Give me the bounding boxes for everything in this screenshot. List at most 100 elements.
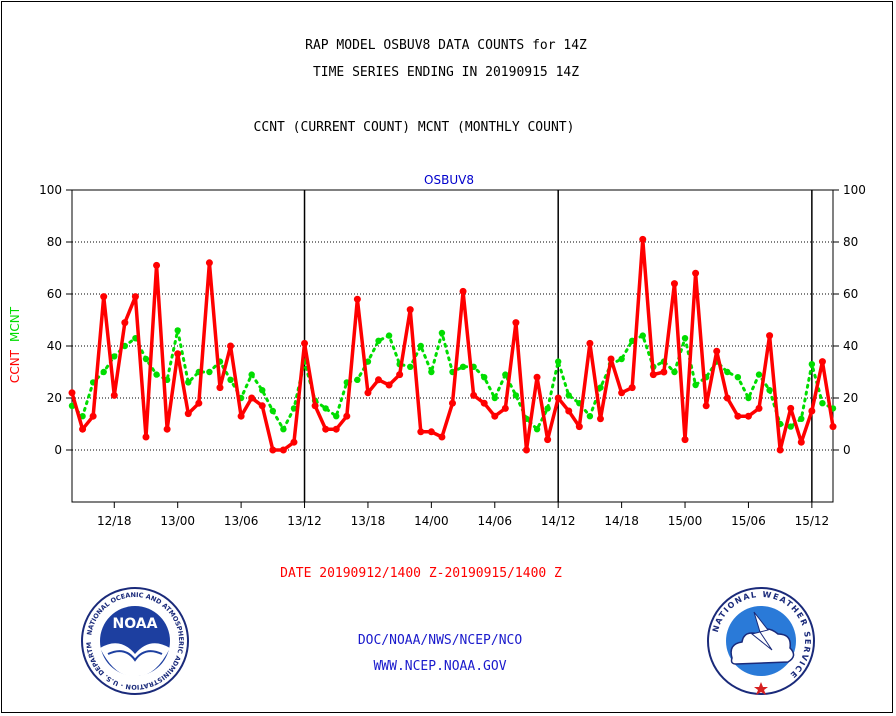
mcnt-point (290, 405, 298, 412)
x-tick-label: 15/06 (731, 514, 766, 528)
ccnt-point (649, 371, 657, 379)
mcnt-point (808, 361, 816, 368)
ccnt-point (660, 368, 668, 376)
ccnt-point (512, 319, 520, 327)
ccnt-point (343, 412, 351, 420)
ccnt-point (248, 394, 256, 402)
mcnt-point (787, 423, 794, 430)
url-text: WWW.NCEP.NOAA.GOV (373, 659, 507, 674)
ccnt-point (110, 391, 118, 399)
mcnt-point (354, 376, 361, 383)
mcnt-point (428, 368, 435, 376)
y-tick-label: 100 (843, 183, 866, 197)
mcnt-point (692, 381, 699, 389)
mcnt-point (544, 405, 551, 412)
ccnt-point (121, 319, 129, 327)
y-tick-label: 100 (39, 183, 62, 197)
y-axis-left: 0 20 40 60 80 100 (39, 183, 72, 457)
y-tick-label: 40 (843, 339, 858, 353)
mcnt-point (438, 329, 446, 337)
ccnt-point (68, 389, 76, 397)
ccnt-point (258, 402, 266, 410)
ccnt-point (385, 381, 393, 389)
mcnt-point (248, 371, 255, 378)
y-tick-label: 20 (47, 391, 62, 405)
org-text: DOC/NOAA/NWS/NCEP/NCO (357, 633, 523, 648)
chart-subtitle: CCNT (CURRENT COUNT) MCNT (MONTHLY COUNT… (253, 120, 575, 135)
ccnt-point (332, 425, 340, 433)
x-tick-label: 14/06 (477, 514, 512, 528)
ccnt-point (174, 350, 182, 358)
y-tick-label: 0 (54, 443, 62, 457)
y-tick-label: 20 (843, 391, 858, 405)
ccnt-point (79, 425, 87, 433)
noaa-logo: NATIONAL OCEANIC AND ATMOSPHERIC ADMINIS… (80, 586, 189, 695)
ccnt-point (628, 384, 636, 392)
mcnt-point (185, 379, 192, 386)
ccnt-point (237, 412, 245, 420)
ccnt-point (205, 259, 213, 267)
x-tick-label: 14/12 (541, 514, 576, 528)
ccnt-point (670, 280, 678, 288)
ccnt-point (607, 355, 615, 363)
mcnt-point (819, 400, 826, 407)
plot-title: OSBUV8 (424, 173, 474, 187)
mcnt-point (459, 363, 467, 370)
ccnt-point (702, 402, 710, 410)
ccnt-point (713, 347, 721, 355)
mcnt-point (100, 368, 107, 376)
mcnt-point (798, 415, 805, 422)
ccnt-point (596, 415, 604, 423)
ccnt-point (639, 235, 647, 243)
ccnt-point (808, 407, 816, 415)
x-tick-label: 13/06 (224, 514, 259, 528)
ccnt-point (184, 410, 192, 418)
ccnt-point (501, 404, 509, 412)
mcnt-point (174, 327, 181, 334)
ccnt-point (89, 412, 97, 420)
x-tick-label: 13/00 (160, 514, 195, 528)
mcnt-point (259, 387, 266, 394)
mcnt-point (153, 371, 160, 378)
mcnt-point (333, 413, 340, 420)
mcnt-point (481, 374, 488, 381)
ccnt-point (533, 373, 541, 381)
y-axis-right: 0 20 40 60 80 100 (833, 183, 866, 457)
ccnt-point (829, 423, 837, 431)
x-tick-label: 13/18 (351, 514, 386, 528)
mcnt-point (766, 387, 773, 394)
mcnt-point (639, 332, 646, 339)
ccnt-point (216, 384, 224, 392)
mcnt-point (491, 394, 498, 402)
mcnt-point (407, 363, 414, 370)
ccnt-point (131, 293, 139, 301)
ccnt-point (406, 306, 414, 314)
mcnt-point (227, 376, 234, 383)
mcnt-point (755, 371, 763, 378)
grid-lines (72, 241, 833, 451)
ccnt-point (375, 376, 383, 384)
ccnt-point (491, 412, 499, 420)
y-tick-label: 60 (47, 287, 62, 301)
ccnt-point (766, 332, 774, 340)
ccnt-point (818, 358, 826, 366)
mcnt-point (671, 368, 678, 376)
ccnt-point (755, 404, 763, 412)
ccnt-point (618, 389, 626, 397)
mcnt-point (724, 368, 731, 376)
ccnt-point (744, 412, 752, 420)
mcnt-point (745, 394, 752, 402)
ccnt-point (575, 423, 583, 431)
y-tick-label: 60 (843, 287, 858, 301)
ccnt-point (142, 433, 150, 441)
ccnt-point (195, 399, 203, 407)
ccnt-point (227, 342, 235, 350)
x-tick-label: 15/12 (795, 514, 830, 528)
ccnt-point (449, 399, 456, 407)
mcnt-point (734, 374, 742, 381)
ccnt-point (565, 407, 573, 415)
mcnt-point (206, 368, 213, 376)
ccnt-point (797, 438, 805, 446)
ccnt-point (480, 399, 488, 407)
